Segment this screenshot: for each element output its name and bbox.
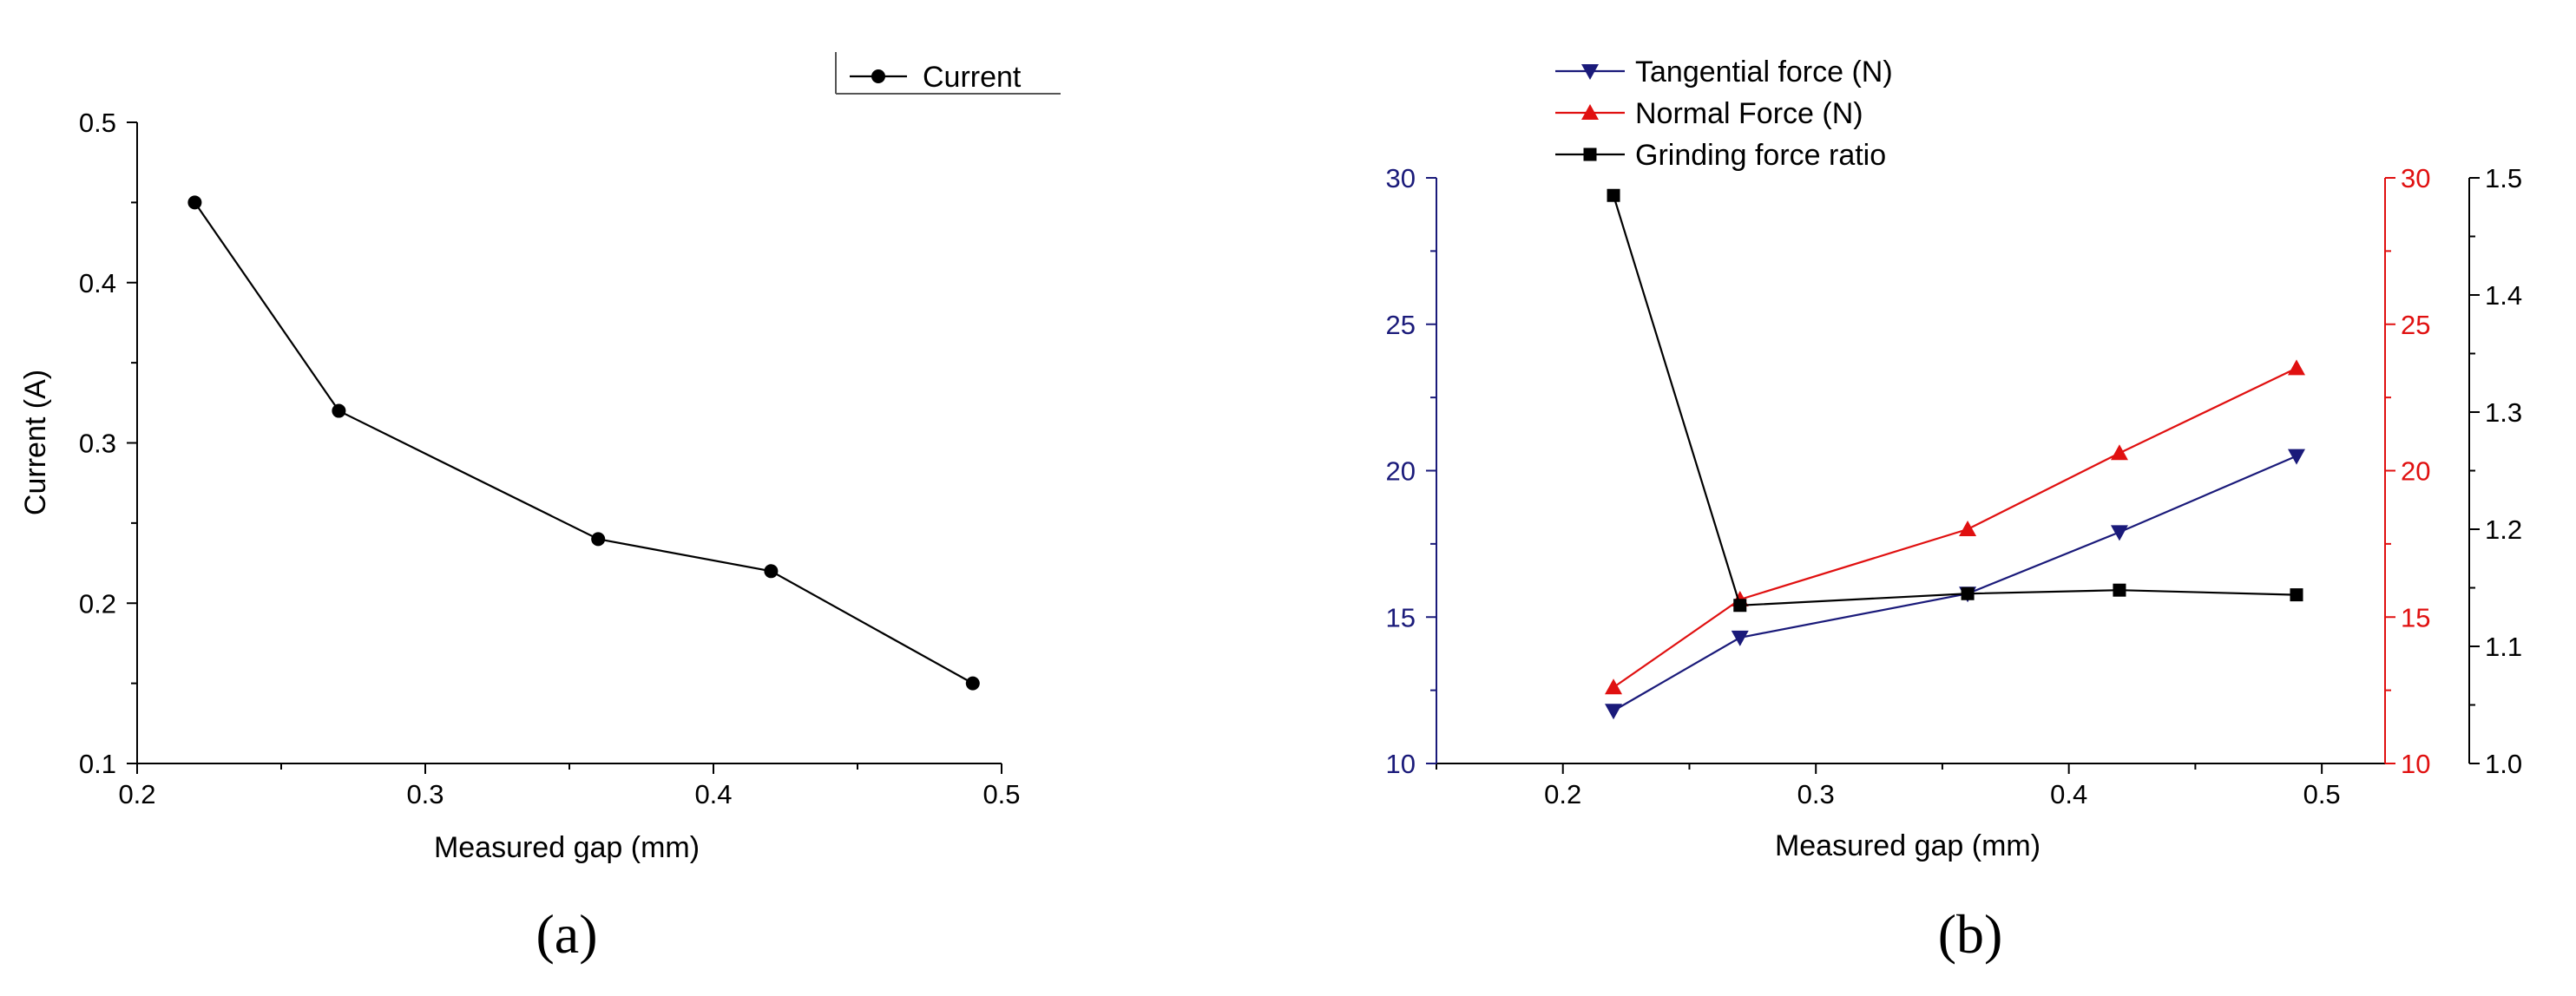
panel-a-y-tick-label: 0.2 <box>79 588 116 619</box>
panel-b-x-tick-label: 0.3 <box>1797 779 1835 809</box>
panel-b-legend-label: Tangential force (N) <box>1635 56 1893 88</box>
panel-b-series-3-point <box>1733 599 1747 613</box>
panel-a-legend-label: Current <box>923 61 1022 94</box>
panel-b-left-y-tick-label: 20 <box>1386 456 1416 487</box>
panel-b-series-2-point <box>2287 359 2305 376</box>
panel-b-right-inner-y-tick-label: 15 <box>2401 602 2430 632</box>
panel-a-x-tick-label: 0.3 <box>406 779 444 809</box>
panel-b-series-1-point <box>1731 630 1749 646</box>
panel-b-legend-marker <box>1581 64 1599 80</box>
panel-b-left-y-tick-label: 10 <box>1386 749 1416 779</box>
panel-a-y-tick-label: 0.5 <box>79 108 116 138</box>
panel-a-data-point <box>591 532 606 547</box>
panel-a-x-tick-label: 0.2 <box>118 779 155 809</box>
panel-b-series-1-point <box>2287 449 2305 465</box>
panel-b-right-outer-y-tick-label: 1.4 <box>2485 280 2522 311</box>
panel-b-legend-label: Grinding force ratio <box>1635 139 1886 172</box>
panel-b-label: (b) <box>1938 903 2003 965</box>
panel-b-plot-area: 0.2 0.3 0.4 0.5 10 15 20 25 30 10 15 20 25 30 1.0 1.1 1.… <box>1386 56 2523 809</box>
panel-b-series-1-point <box>1605 704 1623 720</box>
panel-b-left-y-tick-label: 15 <box>1386 602 1416 632</box>
panel-a-legend: Current <box>835 52 1061 95</box>
panel-a-data-point <box>764 564 779 579</box>
panel-b-series-3-point <box>1607 188 1620 202</box>
panel-a-legend-marker <box>871 69 885 83</box>
panel-b-legend-marker <box>1583 147 1597 161</box>
panel-b-series-3-point <box>2290 588 2303 602</box>
panel-b-right-inner-y-tick-label: 10 <box>2401 749 2430 779</box>
panel-a-data-point <box>965 676 980 691</box>
panel-b-x-tick-label: 0.4 <box>2050 779 2087 809</box>
panel-a-x-tick-label: 0.4 <box>694 779 732 809</box>
panel-b-legend-marker <box>1581 104 1599 120</box>
panel-b-right-outer-y-tick-label: 1.1 <box>2485 632 2522 662</box>
panel-a-y-tick-label: 0.1 <box>79 749 116 779</box>
panel-b-series-3-point <box>1961 586 1975 600</box>
panel-b-x-axis-label: Measured gap (mm) <box>1775 829 2040 862</box>
panel-a-data-point <box>187 195 202 210</box>
panel-b-legend: Tangential force (N) Normal Force (N) Grin… <box>1555 56 1893 172</box>
panel-a-x-tick-label: 0.5 <box>982 779 1020 809</box>
panel-b-left-y-tick-label: 30 <box>1386 163 1416 193</box>
panel-b-right-inner-y-tick-label: 20 <box>2401 456 2430 487</box>
panel-b-series-3-point <box>2113 583 2126 597</box>
panel-b-series-2-point <box>1959 521 1977 536</box>
panel-b-series-2-point <box>2110 444 2128 461</box>
panel-b-right-outer-y-tick-label: 1.3 <box>2485 397 2522 428</box>
panel-b-series-1-point <box>2110 525 2128 541</box>
panel-b-left-y-tick-label: 25 <box>1386 310 1416 340</box>
panel-b-series-2-point <box>1605 678 1623 695</box>
panel-a-y-tick-label: 0.3 <box>79 429 116 459</box>
panel-a-data-point <box>332 403 346 418</box>
panel-b-chart: 0.2 0.3 0.4 0.5 10 15 20 25 30 10 15 20 25 30 1.0 1.1 1.… <box>1386 56 2523 965</box>
panel-b-x-tick-label: 0.2 <box>1544 779 1581 809</box>
panel-a-label: (a) <box>536 903 597 965</box>
panel-b-right-outer-y-tick-label: 1.5 <box>2485 163 2522 193</box>
panel-a-y-tick-label: 0.4 <box>79 268 116 298</box>
panel-b-right-inner-y-tick-label: 30 <box>2401 163 2430 193</box>
panel-b-right-outer-y-tick-label: 1.0 <box>2485 749 2522 779</box>
panel-b-x-tick-label: 0.5 <box>2303 779 2341 809</box>
panel-a-y-axis-label: Current (A) <box>19 370 52 515</box>
panel-b-legend-label: Normal Force (N) <box>1635 97 1863 130</box>
panel-a-x-axis-label: Measured gap (mm) <box>434 831 700 864</box>
panel-b-right-outer-y-tick-label: 1.2 <box>2485 514 2522 545</box>
panel-b-right-inner-y-tick-label: 25 <box>2401 310 2430 340</box>
